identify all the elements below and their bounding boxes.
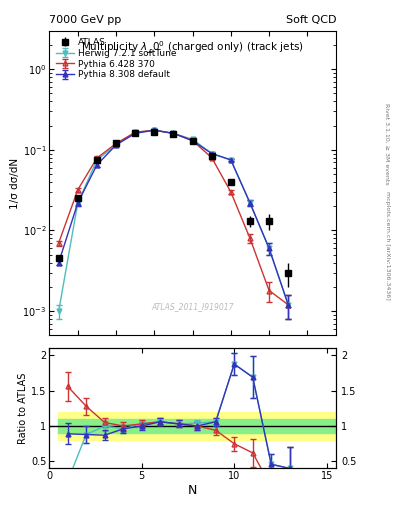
Text: mcplots.cern.ch [arXiv:1306.3436]: mcplots.cern.ch [arXiv:1306.3436] [385, 191, 389, 300]
Text: ATLAS_2011_I919017: ATLAS_2011_I919017 [151, 302, 234, 311]
Text: Rivet 3.1.10, ≥ 3M events: Rivet 3.1.10, ≥ 3M events [385, 102, 389, 184]
Text: Multiplicity $\lambda\_0^0$ (charged only) (track jets): Multiplicity $\lambda\_0^0$ (charged onl… [81, 40, 304, 56]
Y-axis label: 1/σ dσ/dN: 1/σ dσ/dN [9, 158, 20, 208]
Text: 7000 GeV pp: 7000 GeV pp [49, 15, 121, 25]
X-axis label: N: N [188, 484, 197, 497]
Text: Soft QCD: Soft QCD [286, 15, 336, 25]
Legend: ATLAS, Herwig 7.2.1 softTune, Pythia 6.428 370, Pythia 8.308 default: ATLAS, Herwig 7.2.1 softTune, Pythia 6.4… [53, 35, 179, 82]
Y-axis label: Ratio to ATLAS: Ratio to ATLAS [18, 373, 28, 444]
